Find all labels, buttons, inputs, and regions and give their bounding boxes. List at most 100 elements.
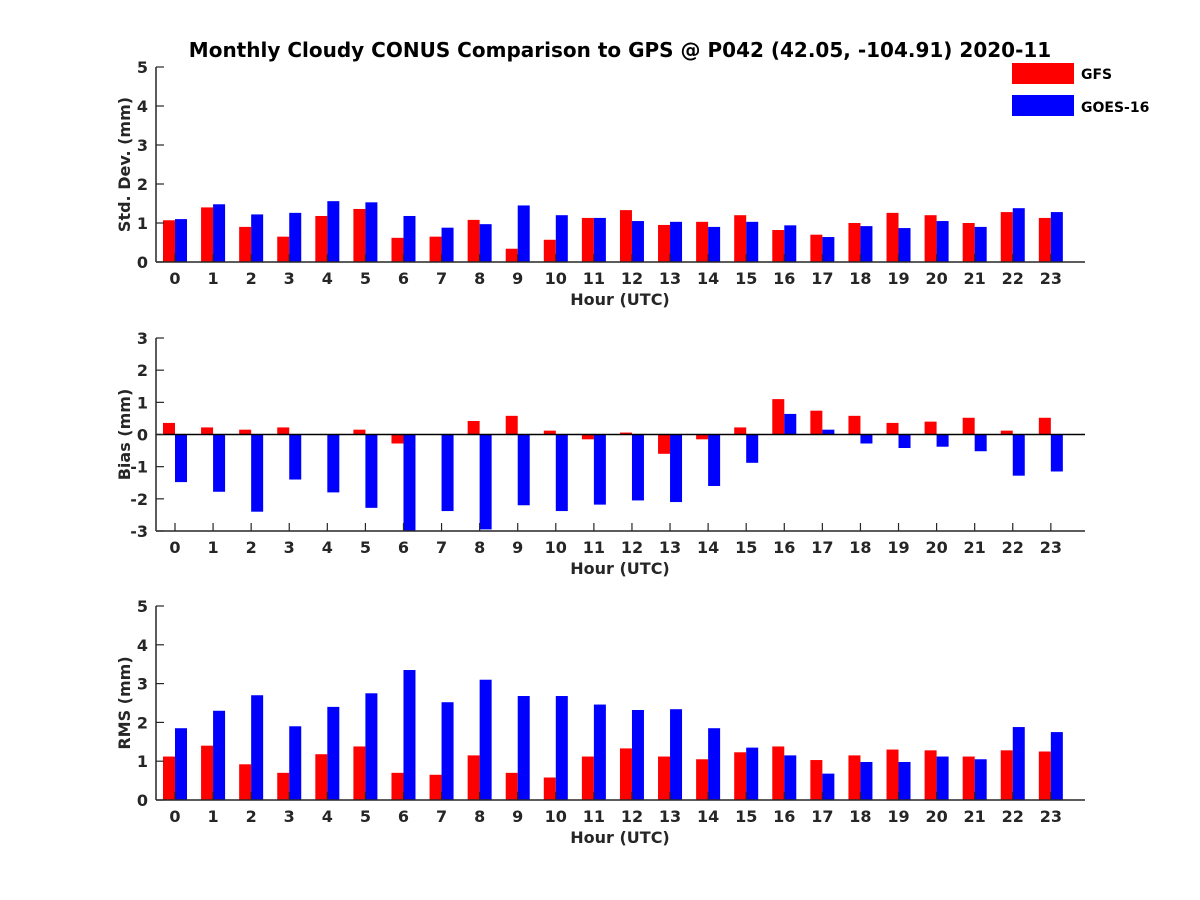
bias-x-tick-label: 13	[659, 538, 681, 557]
rms-bar-gfs-23	[1038, 751, 1051, 800]
rms-bar-goes16-12	[631, 709, 644, 800]
std-dev-bar-goes16-23	[1050, 212, 1063, 262]
bias-x-tick-label: 22	[1002, 538, 1024, 557]
std-dev-y-tick-label: 1	[137, 214, 148, 233]
bias-bar-goes16-6	[403, 434, 416, 531]
rms-bar-gfs-6	[391, 772, 404, 800]
bias-x-axis-label: Hour (UTC)	[570, 559, 670, 578]
std-dev-x-tick-label: 19	[887, 269, 909, 288]
std-dev-y-tick-label: 2	[137, 175, 148, 194]
std-dev-x-tick-label: 4	[322, 269, 333, 288]
rms-bar-gfs-8	[467, 755, 480, 800]
std-dev-x-tick-label: 8	[474, 269, 485, 288]
std-dev-x-tick-label: 5	[360, 269, 371, 288]
std-dev-x-tick-label: 7	[436, 269, 447, 288]
rms-bar-goes16-20	[936, 756, 949, 800]
std-dev-bar-gfs-4	[315, 215, 328, 262]
bias-x-tick-label: 4	[322, 538, 333, 557]
rms-bar-goes16-15	[746, 747, 759, 800]
bias-bar-gfs-9	[505, 415, 518, 435]
std-dev-x-tick-label: 6	[398, 269, 409, 288]
rms-x-tick-label: 8	[474, 807, 485, 826]
bias-bar-gfs-5	[353, 429, 366, 435]
std-dev-bar-goes16-2	[251, 214, 264, 262]
rms-bar-goes16-16	[784, 755, 797, 800]
std-dev-bar-goes16-14	[708, 226, 721, 262]
bias-y-tick-label: -1	[130, 458, 148, 477]
rms-x-tick-label: 2	[246, 807, 257, 826]
bias-y-tick-label: 0	[137, 426, 148, 445]
std-dev-bar-gfs-0	[163, 220, 175, 262]
rms-bar-gfs-1	[201, 745, 214, 800]
rms-x-tick-label: 6	[398, 807, 409, 826]
std-dev-bar-goes16-13	[670, 221, 683, 262]
rms-y-tick-label: 3	[137, 675, 148, 694]
std-dev-y-tick-label: 4	[137, 97, 148, 116]
bias-bar-goes16-3	[289, 434, 302, 480]
bias-bar-goes16-2	[251, 434, 264, 512]
std-dev-bar-goes16-8	[479, 224, 492, 262]
rms-bar-goes16-18	[860, 761, 873, 800]
rms-bar-goes16-7	[441, 702, 454, 800]
bias-bar-gfs-13	[658, 434, 671, 454]
bias-x-tick-label: 0	[169, 538, 180, 557]
bias-bar-goes16-5	[365, 434, 378, 508]
rms-x-tick-label: 7	[436, 807, 447, 826]
bias-bar-goes16-10	[555, 434, 568, 512]
bias-bar-goes16-15	[746, 434, 759, 463]
rms-x-tick-label: 3	[284, 807, 295, 826]
rms-bar-goes16-3	[289, 726, 302, 800]
std-dev-x-tick-label: 23	[1040, 269, 1062, 288]
bias-x-tick-label: 8	[474, 538, 485, 557]
bias-bar-gfs-22	[1000, 430, 1013, 435]
rms-bar-gfs-0	[163, 756, 175, 800]
figure-title: Monthly Cloudy CONUS Comparison to GPS @…	[189, 38, 1051, 62]
rms-x-tick-label: 12	[621, 807, 643, 826]
rms-x-tick-label: 10	[545, 807, 567, 826]
std-dev-bar-gfs-8	[467, 219, 480, 262]
rms-bar-goes16-1	[213, 710, 226, 800]
rms-bar-gfs-7	[429, 774, 442, 800]
std-dev-x-tick-label: 21	[964, 269, 986, 288]
bias-x-tick-label: 16	[773, 538, 795, 557]
rms-bar-gfs-3	[277, 772, 290, 800]
bias-x-tick-label: 5	[360, 538, 371, 557]
rms-bar-gfs-13	[658, 756, 671, 800]
rms-y-tick-label: 4	[137, 636, 148, 655]
std-dev-bar-goes16-4	[327, 201, 340, 262]
rms-bar-gfs-11	[581, 756, 594, 800]
legend-label-gfs: GFS	[1081, 67, 1112, 83]
rms-x-tick-label: 0	[169, 807, 180, 826]
std-dev-bar-goes16-17	[822, 237, 835, 262]
std-dev-x-tick-label: 12	[621, 269, 643, 288]
rms-bar-gfs-5	[353, 746, 366, 800]
bias-bar-gfs-1	[201, 427, 214, 435]
rms-x-tick-label: 5	[360, 807, 371, 826]
bias-bar-goes16-18	[860, 434, 873, 444]
std-dev-bar-goes16-11	[593, 217, 606, 262]
std-dev-x-tick-label: 16	[773, 269, 795, 288]
rms-bar-gfs-14	[696, 759, 709, 800]
rms-bar-goes16-0	[175, 728, 187, 800]
bias-bar-goes16-1	[213, 434, 226, 492]
rms-bar-gfs-18	[848, 755, 861, 800]
std-dev-bar-goes16-22	[1012, 208, 1025, 262]
bias-bar-goes16-21	[974, 434, 987, 452]
rms-bar-goes16-2	[251, 695, 264, 800]
bias-x-tick-label: 18	[849, 538, 871, 557]
bias-bar-gfs-23	[1038, 417, 1051, 435]
std-dev-bar-goes16-19	[898, 228, 911, 262]
std-dev-bar-gfs-23	[1038, 217, 1051, 262]
rms-x-tick-label: 19	[887, 807, 909, 826]
rms-x-tick-label: 21	[964, 807, 986, 826]
rms-bar-goes16-21	[974, 759, 987, 800]
bias-bar-goes16-14	[708, 434, 721, 486]
bias-x-tick-label: 15	[735, 538, 757, 557]
rms-bar-goes16-10	[555, 696, 568, 800]
std-dev-x-axis-label: Hour (UTC)	[570, 290, 670, 309]
bias-y-tick-label: 1	[137, 393, 148, 412]
rms-bar-goes16-5	[365, 693, 378, 800]
std-dev-x-tick-label: 2	[246, 269, 257, 288]
std-dev-bar-gfs-21	[962, 223, 975, 262]
bias-x-tick-label: 11	[583, 538, 605, 557]
